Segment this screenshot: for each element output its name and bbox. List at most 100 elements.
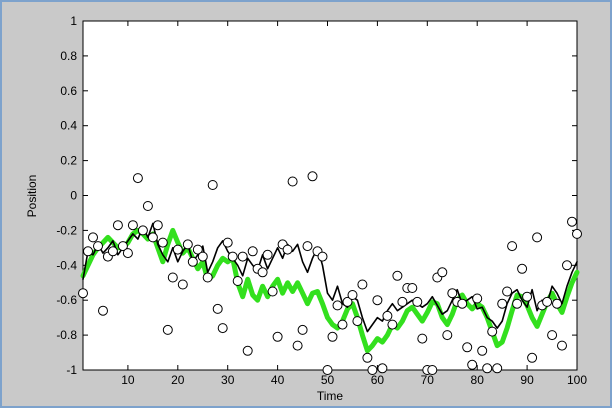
marker-layer [78, 171, 582, 375]
y-tick-label: 0.8 [60, 49, 77, 63]
observation-point [377, 363, 388, 374]
observation-point [162, 324, 173, 335]
black-series-line [82, 222, 578, 333]
observation-point [392, 270, 403, 281]
x-tick-label: 20 [171, 373, 185, 387]
observation-point [292, 340, 303, 351]
x-tick-label: 70 [421, 373, 435, 387]
observation-point [127, 220, 138, 231]
observation-point [567, 216, 577, 227]
x-tick-label: 60 [371, 373, 385, 387]
tick-labels: 10 20 30 40 50 60 70 80 90 100-1-0.8-0.6-0.4-0.20… [56, 14, 587, 387]
observation-point [562, 260, 572, 271]
observation-point [572, 228, 582, 239]
observation-point [182, 239, 193, 250]
observation-point [307, 171, 318, 182]
observation-point [112, 220, 123, 231]
observation-point [542, 296, 553, 307]
x-tick-label: 90 [520, 373, 534, 387]
observation-point [88, 232, 98, 243]
y-tick-label: -0.4 [56, 258, 77, 272]
x-tick-label: 10 [121, 373, 135, 387]
observation-point [212, 303, 223, 314]
observation-point [507, 241, 518, 252]
observation-point [197, 251, 208, 262]
observation-point [467, 359, 478, 370]
x-axis-title: Time [317, 389, 344, 403]
x-tick-label: 40 [271, 373, 285, 387]
observation-point [547, 330, 558, 341]
observation-point [107, 246, 118, 257]
observation-point [502, 286, 513, 297]
observation-point [172, 244, 183, 255]
observation-point [222, 237, 233, 248]
observation-point [482, 363, 493, 374]
observation-point [337, 319, 348, 330]
observation-point [137, 225, 148, 236]
observation-point [387, 319, 398, 330]
y-tick-label: -0.8 [56, 328, 77, 342]
y-axis-title: Position [25, 175, 39, 218]
observation-point [497, 298, 508, 309]
observation-point [242, 345, 253, 356]
green-series-line [80, 227, 580, 354]
observation-point [157, 237, 168, 248]
x-tick-label: 100 [567, 373, 587, 387]
observation-point [462, 342, 473, 353]
observation-point [517, 263, 528, 274]
observation-point [78, 288, 88, 299]
observation-point [327, 331, 338, 342]
observation-point [382, 310, 393, 321]
observation-point [412, 296, 423, 307]
plot-area [82, 20, 578, 371]
observation-point [217, 323, 228, 334]
observation-point [557, 340, 567, 351]
y-tick-label: 0.6 [60, 84, 77, 98]
observation-point [317, 251, 328, 262]
observation-point [372, 295, 383, 306]
observation-point [302, 241, 313, 252]
observation-point [167, 272, 178, 283]
observation-point [98, 305, 108, 316]
observation-point [417, 333, 428, 344]
observation-point [192, 244, 203, 255]
observation-point [472, 293, 483, 304]
x-tick-label: 50 [321, 373, 335, 387]
observation-point [457, 298, 468, 309]
observation-point [232, 276, 243, 286]
observation-point [397, 296, 408, 307]
observation-point [527, 352, 538, 363]
observation-point [93, 241, 103, 252]
observation-point [367, 365, 378, 375]
observation-point [477, 345, 488, 356]
observation-point [287, 176, 298, 187]
y-tick-label: 0.4 [60, 119, 77, 133]
observation-point [492, 363, 503, 374]
observation-point [487, 326, 498, 337]
series-layer [80, 222, 580, 354]
observation-point [247, 246, 258, 257]
observation-point [187, 256, 198, 267]
observation-point [142, 201, 153, 211]
observation-point [522, 291, 533, 302]
observation-point [237, 251, 248, 262]
observation-point [282, 244, 293, 255]
y-tick-label: 0 [70, 189, 77, 203]
observation-point [122, 248, 133, 259]
observation-point [332, 300, 343, 311]
y-tick-label: -0.2 [56, 223, 77, 237]
y-tick-label: -1 [66, 363, 77, 377]
observation-point [267, 286, 278, 297]
observation-point [322, 365, 333, 375]
observation-point [132, 173, 143, 184]
observation-point [437, 267, 448, 278]
observation-point [347, 290, 358, 300]
observation-point [202, 272, 213, 283]
observation-point [447, 288, 458, 299]
observation-point [297, 324, 308, 335]
observation-point [427, 365, 438, 375]
observation-point [512, 298, 523, 309]
observation-point [177, 279, 188, 290]
